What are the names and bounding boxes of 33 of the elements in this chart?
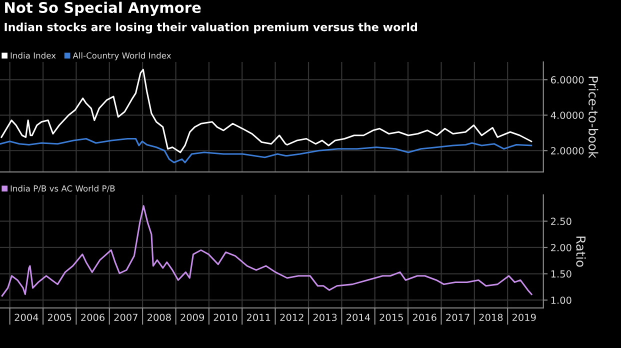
y-tick-label: 2.0000 bbox=[551, 147, 584, 154]
y-tick-label: 4.0000 bbox=[550, 112, 584, 119]
chart-subtitle: Indian stocks are losing their valuation premium versus the world bbox=[4, 22, 418, 34]
x-tick-label: 2015 bbox=[380, 314, 403, 322]
line-series bbox=[1, 205, 532, 297]
x-tick-label: 2013 bbox=[313, 314, 337, 322]
line-series bbox=[0, 138, 532, 164]
x-tick-label: 2017 bbox=[446, 314, 470, 322]
legend-label: India P/B vs AC World P/B bbox=[10, 185, 115, 192]
x-tick-label: 2014 bbox=[346, 314, 370, 322]
x-tick-label: 2009 bbox=[180, 314, 204, 322]
x-tick-label: 2016 bbox=[412, 314, 436, 322]
x-tick-label: 2012 bbox=[280, 314, 304, 322]
legend-label: India Index bbox=[10, 52, 56, 59]
legend-label: All-Country World Index bbox=[72, 52, 171, 60]
y-tick-label: 2.50 bbox=[551, 218, 572, 226]
y-tick-label: 1.00 bbox=[551, 296, 572, 304]
y-tick-label: 2.00 bbox=[551, 244, 572, 252]
x-tick-label: 2007 bbox=[114, 314, 138, 322]
y-axis-title: Price-to-book bbox=[588, 76, 598, 158]
x-tick-label: 2006 bbox=[81, 314, 105, 322]
x-tick-label: 2008 bbox=[148, 314, 171, 322]
y-tick-label: 1.50 bbox=[551, 270, 572, 278]
x-tick-label: 2010 bbox=[214, 314, 238, 322]
x-tick-label: 2018 bbox=[479, 314, 503, 322]
x-tick-label: 2011 bbox=[246, 314, 270, 322]
x-tick-label: 2004 bbox=[14, 314, 38, 322]
y-axis-title: Ratio bbox=[576, 236, 586, 267]
chart-title: Not So Special Anymore bbox=[5, 2, 201, 16]
y-tick-label: 6.0000 bbox=[551, 76, 584, 84]
line-series bbox=[0, 68, 532, 154]
x-tick-label: 2019 bbox=[512, 314, 536, 322]
x-tick-label: 2005 bbox=[48, 314, 72, 322]
